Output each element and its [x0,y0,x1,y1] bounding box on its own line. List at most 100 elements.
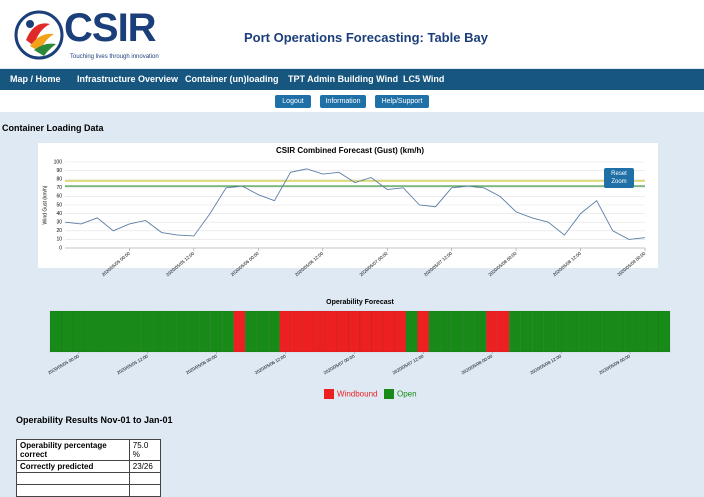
state-bar [543,310,556,353]
nav-bar: Map / Home Infrastructure Overview Conta… [0,69,704,90]
logo-text: CSIR [64,6,157,50]
cell [16,472,130,485]
state-bar [313,310,326,353]
state-bar [532,310,544,353]
state-bar [394,310,407,353]
x-tick-label: 2020/05/07 12:00 [392,353,425,375]
x-tick-label: 2020/05/06 12:00 [254,353,287,375]
state-bar [267,310,280,353]
state-bar [440,310,453,353]
state-bar [348,310,361,353]
button[interactable]: Help/Support [375,95,429,108]
state-bar [279,310,292,353]
cell: Operability percentage correct [16,439,130,461]
x-tick-label: 2020/05/09 00:00 [598,353,631,375]
x-tick-label: 2020/05/05 12:00 [116,353,149,375]
state-bar [382,310,395,353]
section-title: Container Loading Data [2,123,104,133]
state-bar [290,310,303,353]
x-tick-label: 2020/05/05 00:00 [47,353,80,375]
tagline: Touching lives through innovation [70,54,159,60]
state-bar [49,310,62,353]
page-title: Port Operations Forecasting: Table Bay [244,30,488,45]
chart-panel [38,143,658,268]
y-tick-label: 10 [56,237,62,243]
state-bar [658,310,671,353]
state-bar [577,310,590,353]
state-bar [95,310,108,353]
button[interactable]: Logout [275,95,311,108]
y-tick-label: 20 [56,228,62,234]
state-bar [210,310,223,353]
state-bar [187,310,200,353]
y-tick-label: 50 [56,202,62,208]
state-bar [176,310,188,353]
state-bar [417,310,430,353]
state-bar [554,310,567,353]
state-bar [359,310,372,353]
cell [128,472,162,485]
reset-zoom-button[interactable]: Reset Zoom [604,168,634,188]
state-bar [405,310,418,353]
chart-title: Operability Forecast [326,299,394,306]
legend-label: Open [397,390,417,399]
cell: Correctly predicted [16,460,130,473]
logo-emblem [14,10,64,60]
x-tick-label: 2020/05/08 12:00 [529,353,562,375]
nav-item[interactable]: TPT Admin Building Wind [288,74,399,84]
legend-swatch [324,389,334,399]
state-bar [623,310,636,353]
state-bar [107,310,120,353]
state-bar [600,310,613,353]
state-bar [497,310,510,353]
nav-item[interactable]: Infrastructure Overview [77,74,179,84]
state-bar [302,310,315,353]
state-bar [72,310,85,353]
state-bar [233,310,246,353]
state-bar [199,310,211,353]
y-tick-label: 60 [56,194,62,200]
state-bar [612,310,625,353]
y-tick-label: 80 [56,177,62,183]
state-bar [61,310,74,353]
y-tick-label: 100 [54,159,63,165]
state-bar [589,310,602,353]
state-bar [118,310,131,353]
state-bar [646,310,659,353]
state-bar [164,310,177,353]
state-bar [463,310,476,353]
state-bar [371,310,384,353]
state-bar [635,310,648,353]
legend-swatch [384,389,394,399]
cell: 23/26 [128,460,162,473]
state-bar [474,310,487,353]
x-tick-label: 2020/05/08 00:00 [460,353,493,375]
button[interactable]: Information [320,95,366,108]
state-bar [256,310,269,353]
results-title: Operability Results Nov-01 to Jan-01 [16,415,173,425]
y-tick-label: 40 [56,211,62,217]
x-tick-label: 2020/05/07 00:00 [323,353,356,375]
state-bar [336,310,349,353]
y-axis-label: Wind Gust (km/h) [42,185,48,224]
state-bar [325,310,338,353]
nav-item[interactable]: Map / Home [10,74,61,84]
state-bar [451,310,464,353]
state-bar [428,310,441,353]
y-tick-label: 30 [56,220,62,226]
cell [128,484,162,497]
chart-title: CSIR Combined Forecast (Gust) (km/h) [276,146,424,155]
nav-item[interactable]: Container (un)loading [185,74,279,84]
header: CSIR Touching lives through innovation P… [0,0,704,68]
series-line [64,168,646,240]
legend-label: Windbound [337,390,377,399]
results-table: Operability percentage correct 75.0 % Cor… [16,439,162,497]
nav-item[interactable]: LC5 Wind [403,74,445,84]
cell: 75.0 % [128,439,162,461]
state-bar [222,310,234,353]
cell [16,484,130,497]
y-tick-label: 0 [59,245,62,251]
y-tick-label: 70 [56,185,62,191]
